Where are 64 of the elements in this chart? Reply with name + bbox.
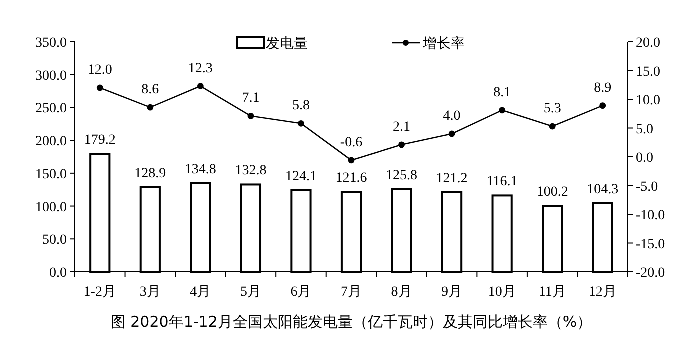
point xyxy=(298,120,304,127)
point xyxy=(448,130,456,138)
data-label: 4.0 xyxy=(443,109,461,124)
data-label: 8.1 xyxy=(494,85,512,100)
legend-label: 增长率 xyxy=(422,36,465,52)
x-tick-label: 9月 xyxy=(442,285,463,300)
y-tick-label: 50.0 xyxy=(42,233,67,248)
y2-tick-label: -10.0 xyxy=(636,208,666,224)
data-label: 5.8 xyxy=(292,98,310,114)
point xyxy=(398,142,405,148)
data-label: 8.9 xyxy=(594,80,612,96)
y-tick-label: 0.0 xyxy=(50,266,67,281)
y-tick-label: 300.0 xyxy=(36,68,67,84)
data-label: 7.1 xyxy=(242,91,260,106)
y2-tick-label: 15.0 xyxy=(636,64,660,80)
point xyxy=(147,104,154,111)
legend-label: 发电量 xyxy=(266,36,308,52)
y-tick-label: 350.0 xyxy=(36,36,67,51)
point xyxy=(96,84,104,92)
x-tick-label: 10月 xyxy=(488,285,516,300)
data-label: 121.2 xyxy=(436,171,468,186)
point xyxy=(248,112,254,120)
y2-tick-label: 10.0 xyxy=(636,94,660,108)
x-tick-label: 4月 xyxy=(190,285,212,300)
text: 图 2020年1-12月全国太阳能发电量（亿千瓦时）及其同比增长率（%） xyxy=(110,313,592,331)
point xyxy=(348,157,355,164)
x-tick-label: 5月 xyxy=(240,285,262,300)
data-label: 12.3 xyxy=(188,61,213,76)
data-label: 8.6 xyxy=(142,82,160,98)
data-label: 121.6 xyxy=(336,171,368,186)
y-tick-label: 200.0 xyxy=(36,134,67,150)
data-label: 128.9 xyxy=(134,166,166,182)
point xyxy=(499,107,506,114)
x-tick-label: 6月 xyxy=(290,285,312,300)
data-label: -0.6 xyxy=(340,135,363,150)
data-label: 179.2 xyxy=(84,133,116,148)
y2-tick-label: -5.0 xyxy=(636,180,658,195)
data-label: 116.1 xyxy=(486,174,518,190)
y2-tick-label: -15.0 xyxy=(636,237,666,252)
data-label: 100.2 xyxy=(536,185,568,200)
data-label: 12.0 xyxy=(88,63,112,78)
x-tick-label: 7月 xyxy=(341,285,362,300)
y-tick-label: 100.0 xyxy=(36,200,67,216)
data-label: 104.3 xyxy=(587,182,619,198)
data-label: 132.8 xyxy=(235,164,267,179)
data-label: 125.8 xyxy=(386,168,418,184)
point xyxy=(197,83,204,90)
data-label: 124.1 xyxy=(285,169,317,184)
x-tick-label: 8月 xyxy=(391,285,412,300)
x-tick-label: 1-2月 xyxy=(84,285,116,300)
y2-tick-label: -20.0 xyxy=(636,266,666,281)
y-tick-label: 250.0 xyxy=(36,102,67,117)
data-label: 2.1 xyxy=(393,120,411,135)
y2-tick-label: 20.0 xyxy=(636,36,660,51)
data-label: 134.8 xyxy=(184,162,216,178)
data-label: 5.3 xyxy=(544,102,562,117)
point xyxy=(600,102,606,110)
x-tick-label: 12月 xyxy=(588,285,617,300)
y2-tick-label: 0.0 xyxy=(636,151,654,166)
y-tick-label: 150.0 xyxy=(36,167,67,182)
y2-tick-label: 5.0 xyxy=(636,122,654,138)
point xyxy=(549,123,556,130)
x-tick-label: 11月 xyxy=(538,285,566,300)
x-tick-label: 3月 xyxy=(140,285,161,300)
